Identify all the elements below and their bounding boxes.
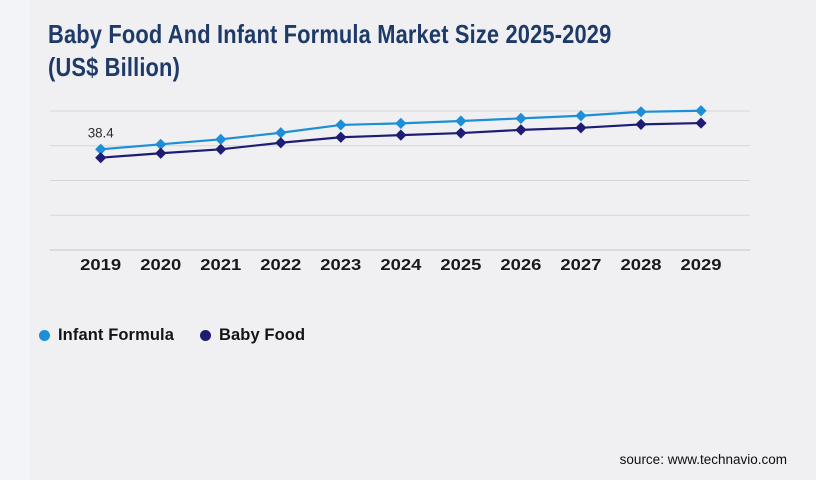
data-point-baby-food-2023 bbox=[335, 131, 347, 143]
x-tick-2028: 2028 bbox=[620, 257, 661, 274]
chart-legend: Infant Formula Baby Food bbox=[39, 326, 305, 345]
data-point-infant-formula-2028 bbox=[635, 106, 647, 118]
data-point-infant-formula-2025 bbox=[455, 115, 467, 127]
source-attribution: source: www.technavio.com bbox=[619, 452, 787, 467]
x-tick-2021: 2021 bbox=[200, 257, 241, 274]
x-tick-2019: 2019 bbox=[80, 257, 121, 274]
data-point-infant-formula-2024 bbox=[395, 117, 407, 129]
x-tick-2029: 2029 bbox=[681, 257, 722, 274]
data-point-infant-formula-2023 bbox=[335, 119, 347, 131]
legend-label-infant-formula: Infant Formula bbox=[58, 326, 174, 344]
x-tick-2024: 2024 bbox=[380, 257, 421, 274]
chart-title-line1: Baby Food And Infant Formula Market Size… bbox=[48, 19, 612, 49]
x-tick-2023: 2023 bbox=[320, 257, 361, 274]
legend-item-baby-food: Baby Food bbox=[199, 326, 306, 345]
data-point-baby-food-2020 bbox=[155, 147, 167, 159]
x-tick-2020: 2020 bbox=[140, 257, 181, 274]
data-point-baby-food-2027 bbox=[575, 122, 587, 134]
data-point-baby-food-2022 bbox=[275, 137, 287, 149]
point-annotation: 38.4 bbox=[88, 125, 114, 140]
data-point-baby-food-2024 bbox=[395, 129, 407, 141]
data-point-baby-food-2028 bbox=[635, 118, 647, 130]
legend-item-infant-formula: Infant Formula bbox=[39, 326, 174, 345]
data-point-infant-formula-2019 bbox=[95, 143, 107, 155]
data-point-infant-formula-2029 bbox=[695, 105, 707, 117]
x-tick-2027: 2027 bbox=[560, 257, 601, 274]
data-point-infant-formula-2022 bbox=[275, 127, 287, 139]
chart-panel bbox=[30, 0, 816, 480]
legend-label-baby-food: Baby Food bbox=[218, 326, 306, 344]
x-tick-2022: 2022 bbox=[260, 257, 301, 274]
data-point-baby-food-2019 bbox=[95, 152, 107, 164]
data-point-infant-formula-2027 bbox=[575, 110, 587, 122]
chart-title-line2: (US$ Billion) bbox=[48, 52, 181, 82]
chart-title: Baby Food And Infant Formula Market Size… bbox=[48, 18, 770, 84]
data-point-baby-food-2021 bbox=[215, 143, 227, 155]
data-point-baby-food-2026 bbox=[515, 124, 527, 136]
data-point-infant-formula-2021 bbox=[215, 133, 227, 145]
data-point-infant-formula-2020 bbox=[155, 138, 167, 150]
x-tick-2026: 2026 bbox=[500, 257, 541, 274]
data-point-baby-food-2029 bbox=[695, 117, 707, 129]
data-point-baby-food-2025 bbox=[455, 127, 467, 139]
legend-marker-baby-food-icon bbox=[199, 330, 211, 341]
legend-marker-infant-formula-icon bbox=[39, 330, 50, 341]
data-point-infant-formula-2026 bbox=[515, 112, 527, 124]
x-tick-2025: 2025 bbox=[440, 257, 481, 274]
